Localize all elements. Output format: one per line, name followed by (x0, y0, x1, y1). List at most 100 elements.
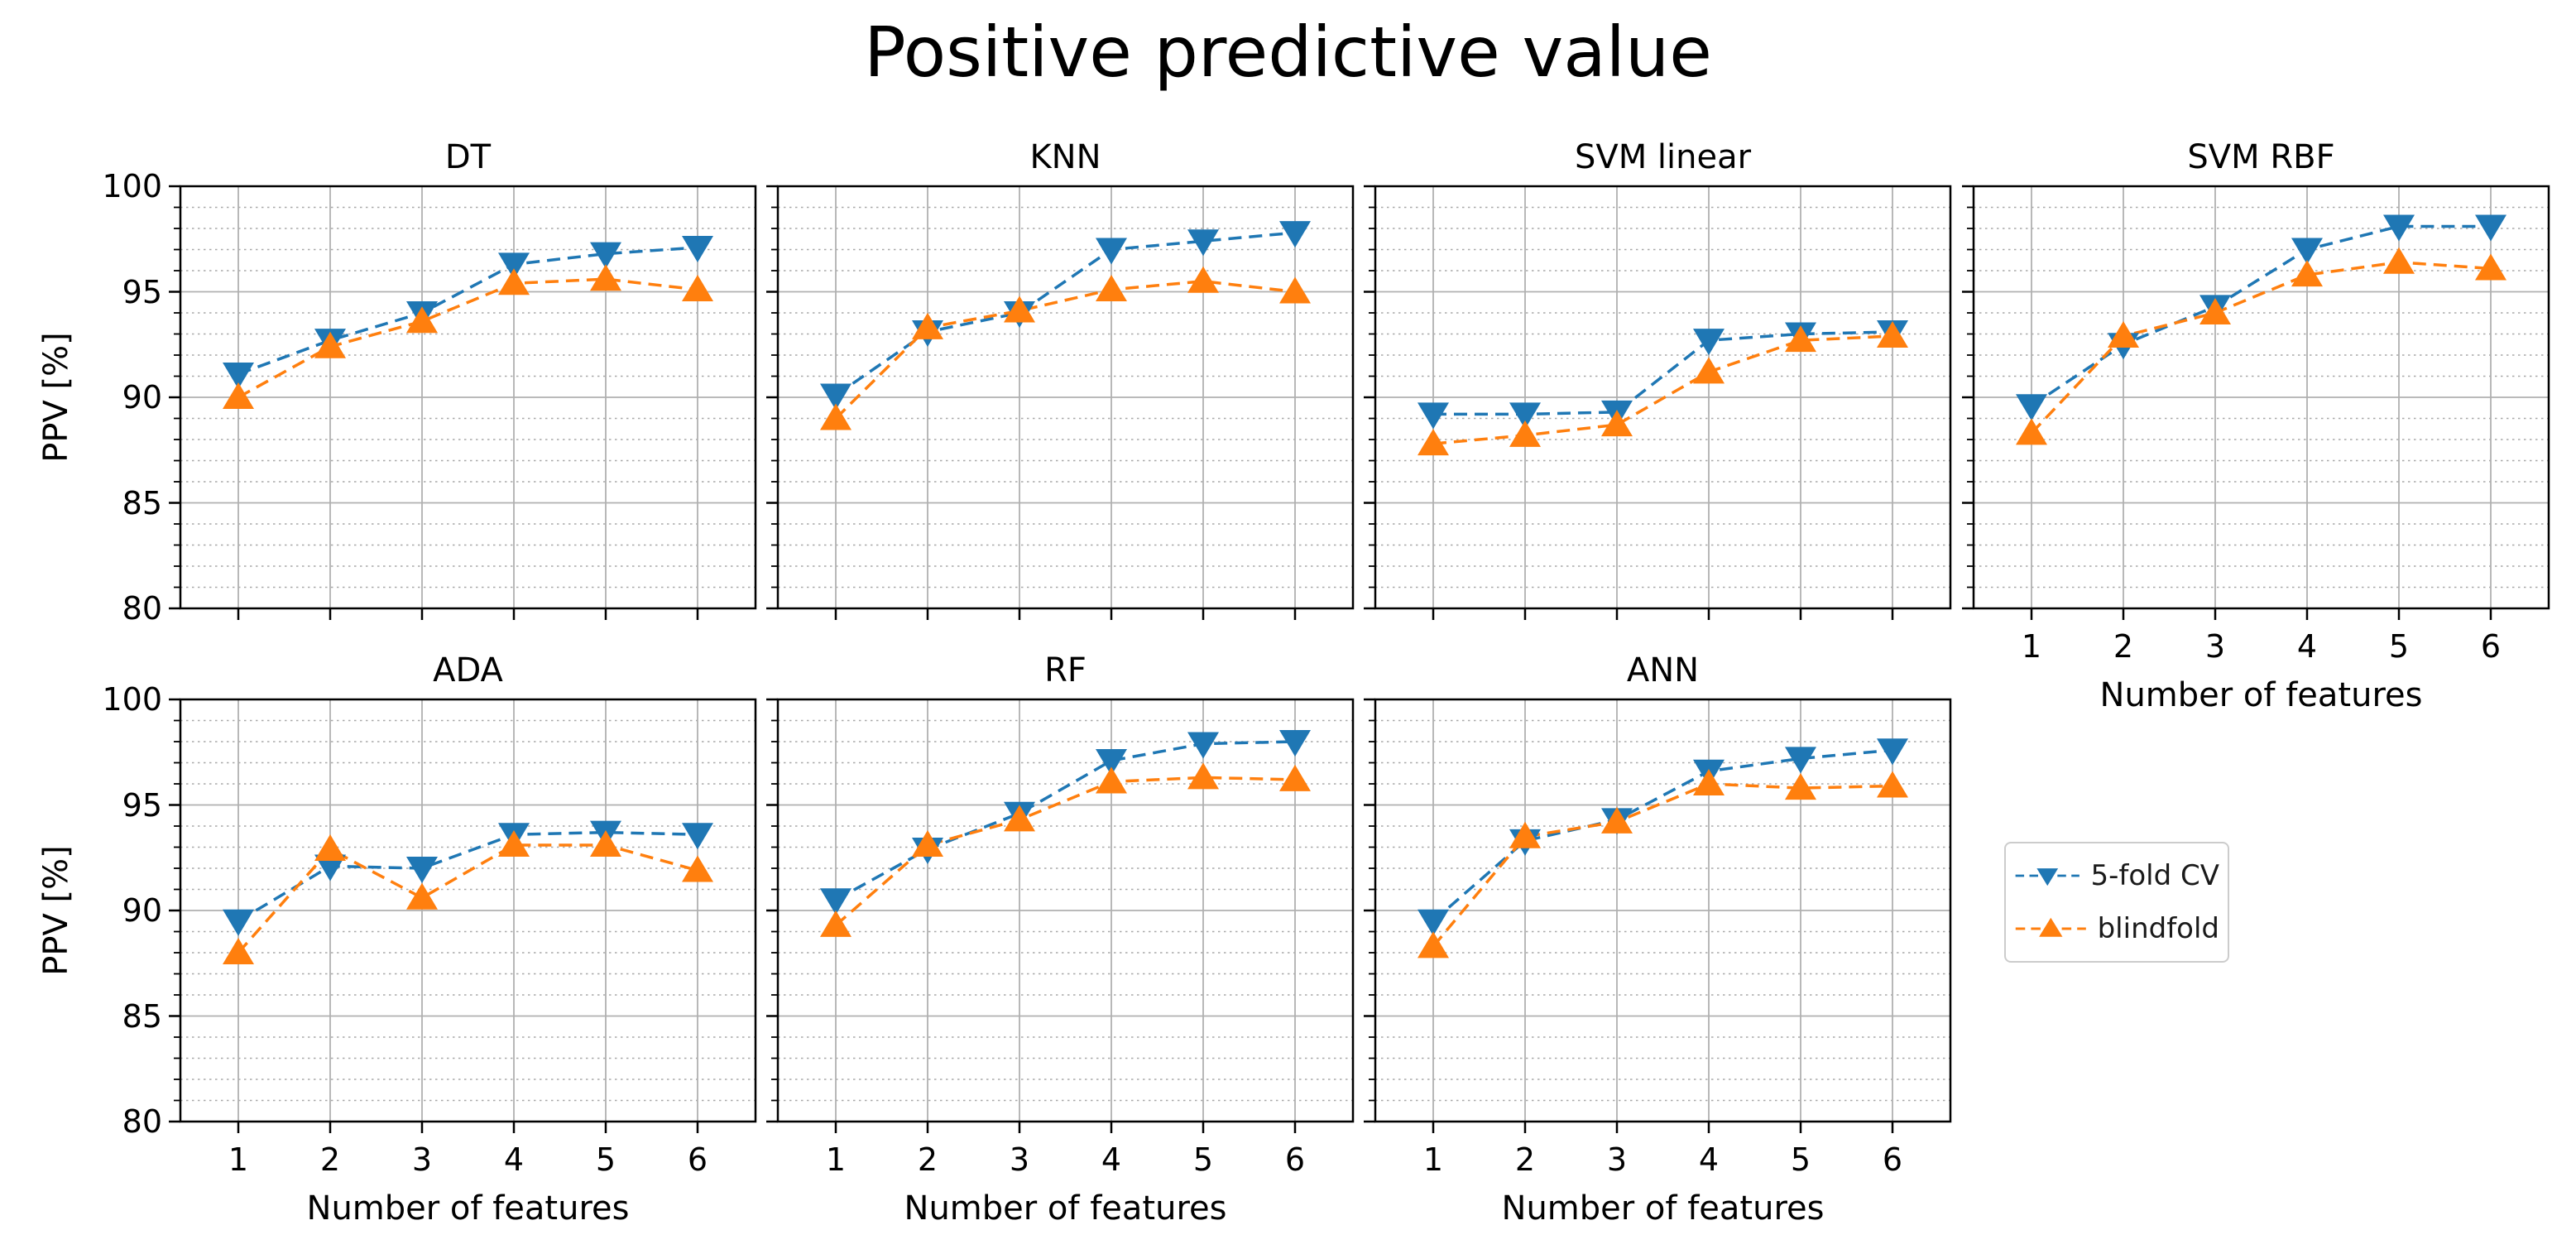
triangle-down-marker-knn (1096, 238, 1127, 265)
triangle-up-marker-svm-linear (1509, 420, 1541, 447)
triangle-down-marker-svm-rbf (2475, 214, 2506, 242)
ytick-label-85: 85 (122, 997, 162, 1035)
xtick-label-6: 6 (1284, 1141, 1306, 1178)
triangle-up-marker-ann (1877, 771, 1908, 798)
triangle-up-marker-svm-linear (1785, 325, 1816, 353)
xtick-label-4: 4 (1101, 1141, 1122, 1178)
subplot-rf (766, 698, 1355, 1133)
triangle-down-marker-knn (820, 383, 851, 411)
subplot-knn (766, 185, 1355, 620)
series-line-blindfold (1432, 334, 1893, 445)
xtick-label-1: 1 (825, 1141, 847, 1178)
triangle-down-marker-dt (498, 252, 530, 280)
ytick-label-80: 80 (122, 590, 162, 627)
triangle-up-marker-svm-linear (1601, 410, 1633, 437)
series-line-5-fold-cv (835, 231, 1296, 396)
legend-item-5-fold-cv: 5-fold CV (2014, 851, 2219, 901)
axes-dt (169, 185, 757, 620)
triangle-down-marker-svm-rbf (2291, 238, 2323, 265)
xtick-label-5: 5 (2388, 628, 2410, 665)
series-line-blindfold (834, 279, 1296, 420)
triangle-down-icon (2015, 868, 2080, 886)
triangle-down-marker-ann (1418, 909, 1449, 936)
xtick-label-3: 3 (411, 1141, 433, 1178)
figure-title: Positive predictive value (864, 12, 1712, 93)
triangle-up-marker-rf (1096, 766, 1127, 794)
legend-item-blindfold: blindfold (2014, 904, 2219, 954)
axes-ada (169, 698, 757, 1133)
series-line-blindfold (2030, 261, 2492, 435)
xtick-label-5: 5 (1192, 1141, 1214, 1178)
xtick-label-3: 3 (1606, 1141, 1628, 1178)
triangle-up-marker-ada (314, 834, 346, 862)
x-axis-label: Number of features (306, 1189, 630, 1228)
xtick-label-2: 2 (319, 1141, 341, 1178)
ytick-label-80: 80 (122, 1103, 162, 1140)
subplot-title-knn: KNN (1029, 138, 1101, 176)
triangle-up-marker-svm-rbf (2475, 253, 2506, 281)
triangle-down-marker-ada (223, 909, 254, 936)
axes-svm-rbf (1962, 185, 2550, 620)
subplot-title-ada: ADA (433, 651, 503, 689)
triangle-up-marker-svm-rbf (2199, 298, 2231, 324)
triangle-up-marker-svm-linear (1693, 357, 1725, 384)
y-axis-label: PPV [%] (37, 332, 75, 463)
subplot-svm-rbf (1962, 185, 2550, 620)
xtick-label-1: 1 (1422, 1141, 1444, 1178)
xtick-label-4: 4 (2296, 628, 2318, 665)
triangle-down-marker-svm-linear (1418, 402, 1449, 430)
ytick-label-90: 90 (122, 892, 162, 929)
y-axis-label: PPV [%] (37, 845, 75, 976)
series-line-5-fold-cv (237, 830, 698, 923)
triangle-down-marker-knn (1187, 229, 1219, 257)
triangle-down-marker-ann (1877, 738, 1908, 766)
x-axis-label: Number of features (1501, 1189, 1825, 1228)
ytick-label-100: 100 (102, 168, 162, 204)
xtick-label-6: 6 (2480, 628, 2502, 665)
triangle-up-marker-knn (1187, 266, 1219, 293)
triangle-up-marker-rf (820, 910, 851, 937)
triangle-up-marker-ada (498, 829, 530, 857)
series-line-blindfold (237, 277, 698, 399)
triangle-down-marker-ada (406, 857, 438, 883)
series-line-5-fold-cv (2031, 224, 2491, 407)
triangle-down-marker-ada (314, 854, 346, 882)
triangle-up-marker-ada (682, 855, 713, 882)
triangle-down-marker-ada (682, 823, 713, 850)
triangle-down-marker-rf (1187, 732, 1219, 759)
triangle-down-marker-knn (1279, 221, 1311, 248)
xtick-label-4: 4 (503, 1141, 525, 1178)
triangle-up-marker-ann (1418, 931, 1449, 959)
triangle-up-marker-ann (1509, 821, 1541, 848)
triangle-up-marker-svm-rbf (2016, 418, 2047, 445)
x-axis-label: Number of features (904, 1189, 1227, 1228)
triangle-up-marker-rf (1004, 805, 1035, 832)
ytick-label-95: 95 (122, 273, 162, 310)
series-line-blindfold (834, 776, 1296, 927)
legend-label-blindfold: blindfold (2097, 912, 2219, 945)
axes-ann (1364, 698, 1952, 1133)
triangle-down-marker-svm-rbf (2383, 214, 2415, 242)
triangle-down-marker-rf (820, 888, 851, 915)
triangle-up-marker-rf (912, 829, 943, 857)
axes-knn (766, 185, 1355, 620)
series-line-5-fold-cv (1432, 748, 1893, 923)
xtick-label-5: 5 (595, 1141, 616, 1178)
xtick-label-2: 2 (2113, 628, 2134, 665)
ytick-label-90: 90 (122, 379, 162, 416)
triangle-up-marker-svm-linear (1877, 321, 1908, 348)
triangle-up-marker-knn (820, 403, 851, 430)
triangle-up-icon (2015, 917, 2086, 937)
triangle-up-marker-svm-linear (1418, 429, 1449, 456)
ytick-label-100: 100 (102, 681, 162, 718)
triangle-down-marker-rf (1279, 730, 1311, 757)
triangle-up-marker-dt (590, 264, 621, 291)
xtick-label-1: 1 (228, 1141, 249, 1178)
series-line-blindfold (237, 843, 698, 954)
triangle-up-marker-svm-rbf (2108, 321, 2139, 348)
axes-svm-linear (1364, 185, 1952, 620)
triangle-up-marker-knn (912, 312, 943, 339)
triangle-down-marker-dt (682, 235, 713, 262)
xtick-label-3: 3 (2204, 628, 2226, 665)
